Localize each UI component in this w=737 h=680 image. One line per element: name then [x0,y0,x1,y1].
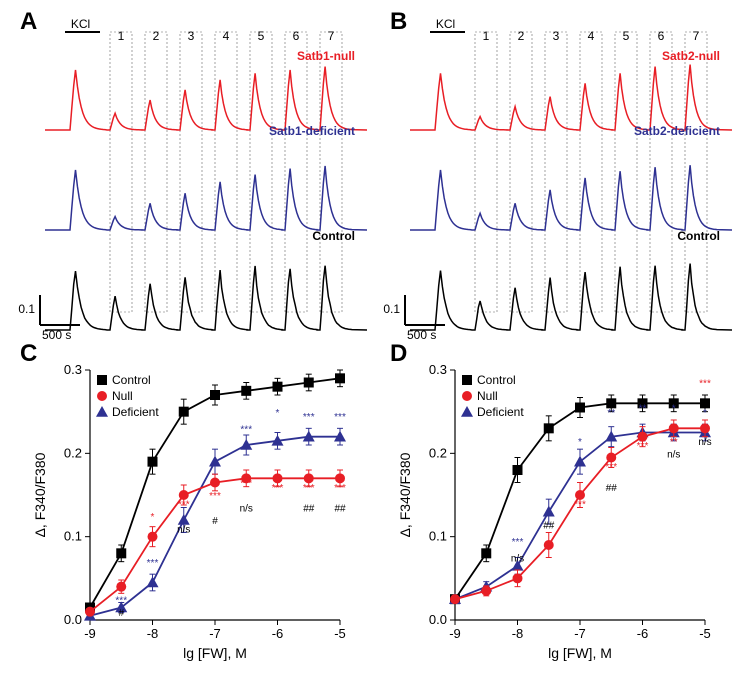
svg-text:-9: -9 [84,626,96,641]
svg-text:*: * [276,408,280,419]
svg-text:Control: Control [312,229,355,243]
svg-text:0.1: 0.1 [18,302,35,316]
svg-text:1: 1 [118,29,125,43]
svg-text:**: ** [639,404,647,415]
svg-text:***: *** [303,483,315,494]
chart-panel-c: 0.0 0.1 0.2 0.3 -9 -8 -7 -6 -5 Δ, F340/F380 lg [FW… [15,350,375,680]
svg-text:##: ## [303,504,315,515]
svg-text:Δ, F340/F380: Δ, F340/F380 [397,452,413,537]
svg-text:***: *** [272,483,284,494]
svg-text:0.0: 0.0 [64,612,82,627]
svg-text:Satb2-null: Satb2-null [662,49,720,63]
svg-text:Satb2-deficient: Satb2-deficient [634,124,720,138]
svg-text:Satb1-deficient: Satb1-deficient [269,124,355,138]
svg-text:0.3: 0.3 [429,362,447,377]
svg-text:*: * [578,437,582,448]
svg-text:##: ## [543,520,555,531]
svg-text:2: 2 [518,29,525,43]
svg-text:6: 6 [293,29,300,43]
svg-text:***: *** [147,558,159,569]
svg-text:n/s: n/s [177,525,190,536]
svg-text:#: # [118,608,124,619]
svg-text:***: *** [637,441,649,452]
svg-text:n/s: n/s [240,504,253,515]
chart-panel-d: 0.0 0.1 0.2 0.3 -9 -8 -7 -6 -5 Δ, F340/F380 lg [FW… [380,350,737,680]
svg-text:***: *** [512,537,524,548]
svg-text:n/s: n/s [511,554,524,565]
svg-text:lg [FW], M: lg [FW], M [183,645,247,661]
svg-text:***: *** [209,491,221,502]
svg-text:***: *** [574,500,586,511]
svg-text:0.2: 0.2 [64,445,82,460]
svg-text:Null: Null [112,389,133,403]
svg-text:4: 4 [223,29,230,43]
svg-text:7: 7 [693,29,700,43]
svg-text:500 s: 500 s [42,328,71,340]
svg-text:Deficient: Deficient [477,405,524,419]
svg-text:***: *** [115,595,127,606]
svg-text:***: *** [240,479,252,490]
svg-text:-7: -7 [209,626,221,641]
svg-text:Satb1-null: Satb1-null [297,49,355,63]
svg-text:#: # [212,516,218,527]
svg-text:***: *** [699,379,711,390]
svg-text:0.0: 0.0 [429,612,447,627]
svg-text:**: ** [607,408,615,419]
svg-text:500 s: 500 s [407,328,436,340]
svg-text:-5: -5 [334,626,346,641]
svg-text:3: 3 [188,29,195,43]
svg-text:0.1: 0.1 [429,529,447,544]
svg-text:2: 2 [153,29,160,43]
svg-text:-6: -6 [272,626,284,641]
svg-text:4: 4 [588,29,595,43]
svg-text:##: ## [606,483,618,494]
svg-text:1: 1 [483,29,490,43]
svg-text:Δ, F340/F380: Δ, F340/F380 [32,452,48,537]
svg-text:***: *** [178,500,190,511]
svg-text:6: 6 [658,29,665,43]
svg-text:##: ## [334,504,346,515]
svg-text:7: 7 [328,29,335,43]
svg-text:***: *** [240,425,252,436]
svg-text:-6: -6 [637,626,649,641]
svg-text:***: *** [303,412,315,423]
svg-text:***: *** [334,412,346,423]
svg-text:Deficient: Deficient [112,405,159,419]
svg-text:-5: -5 [699,626,711,641]
svg-text:Null: Null [477,389,498,403]
svg-text:*: * [672,404,676,415]
svg-text:-7: -7 [574,626,586,641]
svg-text:***: *** [605,462,617,473]
traces-panel-a: 1 2 3 4 5 6 7 KCl Satb1-null Satb1-deficient Contr… [15,10,375,340]
traces-panel-b: 1 2 3 4 5 6 7 KCl Satb2-null Satb2-deficient Contr… [380,10,737,340]
svg-text:KCl: KCl [71,17,90,31]
svg-text:0.2: 0.2 [429,445,447,460]
svg-text:0.3: 0.3 [64,362,82,377]
svg-text:Control: Control [477,373,516,387]
svg-text:5: 5 [623,29,630,43]
svg-text:5: 5 [258,29,265,43]
svg-text:3: 3 [553,29,560,43]
svg-text:***: *** [334,483,346,494]
svg-text:n/s: n/s [698,437,711,448]
svg-text:0.1: 0.1 [64,529,82,544]
svg-text:-9: -9 [449,626,461,641]
svg-text:*: * [151,512,155,523]
svg-text:n/s: n/s [667,450,680,461]
svg-text:-8: -8 [147,626,159,641]
svg-text:0.1: 0.1 [383,302,400,316]
svg-text:-8: -8 [512,626,524,641]
svg-text:Control: Control [677,229,720,243]
svg-text:*: * [703,408,707,419]
svg-text:KCl: KCl [436,17,455,31]
svg-text:Control: Control [112,373,151,387]
svg-text:**: ** [670,437,678,448]
svg-text:**: ** [211,462,219,473]
svg-text:lg [FW], M: lg [FW], M [548,645,612,661]
